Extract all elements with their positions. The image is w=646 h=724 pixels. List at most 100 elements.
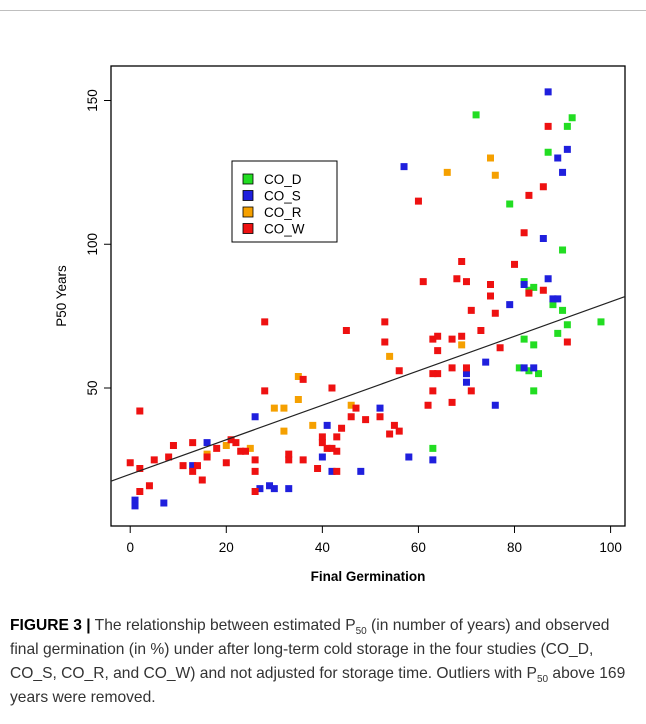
- point-co-s: [429, 456, 437, 464]
- point-co-w: [242, 447, 250, 455]
- point-co-s: [270, 485, 278, 493]
- x-tick-label: 100: [599, 540, 622, 555]
- point-co-r: [458, 341, 466, 349]
- point-co-d: [506, 200, 514, 208]
- point-co-w: [448, 364, 456, 372]
- x-axis-label: Final Germination: [311, 569, 426, 584]
- caption-text-part: (in number of years) and observed final …: [10, 617, 610, 682]
- legend-label-co-s: CO_S: [264, 189, 301, 204]
- point-co-w: [314, 465, 322, 472]
- point-co-w: [539, 286, 547, 294]
- point-co-w: [395, 367, 403, 375]
- point-co-r: [491, 171, 499, 179]
- point-co-d: [530, 341, 538, 349]
- caption-text-part: above 169 years were removed.: [10, 665, 626, 706]
- point-co-s: [251, 413, 259, 421]
- point-co-r: [309, 421, 317, 429]
- point-co-w: [381, 338, 389, 346]
- point-co-w: [227, 436, 235, 444]
- point-co-w: [285, 450, 293, 458]
- point-co-w: [414, 197, 422, 205]
- point-co-s: [539, 235, 547, 242]
- point-co-s: [554, 295, 562, 303]
- point-co-w: [323, 444, 331, 452]
- point-co-d: [515, 364, 523, 372]
- y-tick-label: 100: [85, 233, 100, 256]
- point-co-w: [213, 444, 221, 452]
- point-co-d: [597, 318, 605, 326]
- point-co-s: [520, 364, 528, 372]
- point-co-s: [462, 378, 470, 386]
- point-co-w: [347, 413, 355, 421]
- point-co-s: [549, 295, 557, 303]
- point-co-w: [251, 456, 259, 464]
- point-co-w: [299, 456, 307, 464]
- point-co-w: [126, 459, 134, 467]
- point-co-s: [482, 358, 490, 366]
- point-co-w: [563, 338, 571, 346]
- point-co-w: [467, 306, 475, 314]
- point-co-s: [189, 462, 197, 470]
- point-co-w: [486, 281, 494, 288]
- point-co-w: [251, 467, 259, 475]
- point-co-w: [496, 344, 504, 352]
- point-co-s: [131, 496, 139, 504]
- point-co-d: [559, 306, 567, 314]
- point-co-s: [266, 482, 274, 490]
- point-co-r: [280, 427, 288, 435]
- point-co-w: [448, 398, 456, 406]
- point-co-r: [246, 444, 254, 452]
- point-co-s: [462, 370, 470, 378]
- figure-caption: FIGURE 3 | The relationship between esti…: [10, 614, 636, 710]
- point-co-w: [491, 309, 499, 317]
- x-tick-label: 0: [126, 540, 134, 555]
- point-co-w: [285, 456, 293, 464]
- point-co-w: [395, 427, 403, 435]
- fit-line: [110, 296, 626, 482]
- point-co-w: [338, 424, 346, 432]
- point-co-w: [136, 407, 144, 415]
- x-tick-label: 80: [507, 540, 522, 555]
- regression-line: [110, 296, 626, 482]
- point-co-w: [328, 384, 336, 392]
- point-co-w: [232, 439, 240, 447]
- point-co-w: [376, 413, 384, 421]
- point-co-w: [318, 433, 326, 441]
- point-co-w: [352, 404, 360, 412]
- point-co-s: [491, 401, 499, 409]
- point-co-w: [136, 488, 144, 495]
- point-co-w: [251, 488, 259, 495]
- point-co-r: [347, 401, 355, 409]
- point-co-w: [477, 327, 485, 334]
- axes: 0 20 40 60 80 100 50 100 150: [85, 89, 622, 555]
- point-co-r: [280, 404, 288, 412]
- point-co-d: [535, 370, 543, 378]
- point-co-s: [559, 168, 567, 176]
- data-points: [126, 88, 605, 510]
- point-co-r: [294, 373, 302, 380]
- point-co-w: [189, 467, 197, 475]
- point-co-w: [390, 421, 398, 429]
- point-co-w: [179, 462, 187, 470]
- legend-label-co-r: CO_R: [264, 205, 302, 220]
- legend-swatch-co-w: [242, 223, 254, 234]
- legend-swatch-co-d: [242, 173, 254, 185]
- point-co-w: [198, 476, 206, 484]
- point-co-r: [443, 168, 451, 176]
- point-co-w: [222, 459, 230, 467]
- point-co-d: [520, 335, 528, 343]
- point-co-s: [160, 499, 168, 507]
- point-co-d: [563, 321, 571, 329]
- point-co-w: [511, 260, 519, 268]
- y-tick-label: 50: [85, 380, 100, 395]
- point-co-s: [357, 467, 365, 475]
- point-co-w: [525, 289, 533, 297]
- caption-text-part: The relationship between estimated P: [90, 617, 356, 634]
- caption-label: FIGURE 3 |: [10, 617, 91, 634]
- point-co-w: [424, 401, 432, 409]
- legend-swatch-co-s: [242, 190, 254, 201]
- point-co-w: [429, 387, 437, 395]
- point-co-w: [539, 183, 547, 191]
- point-co-s: [400, 163, 408, 171]
- point-co-w: [169, 442, 177, 449]
